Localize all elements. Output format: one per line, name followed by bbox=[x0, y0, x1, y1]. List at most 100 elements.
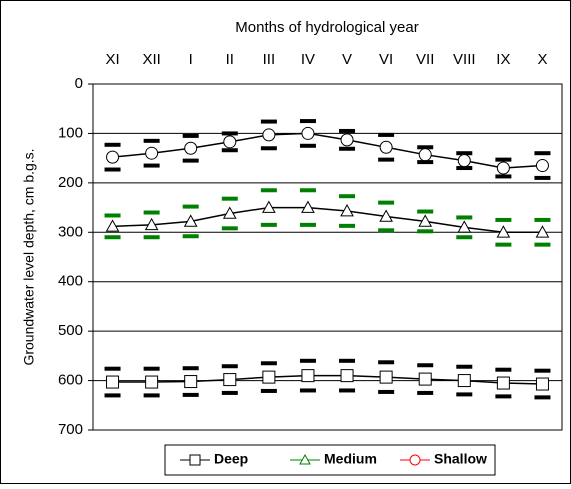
error-bar bbox=[104, 235, 121, 240]
x-tick-label: IX bbox=[496, 51, 510, 68]
point bbox=[262, 370, 276, 384]
error-bar bbox=[104, 366, 121, 371]
point bbox=[106, 150, 120, 164]
error-bar bbox=[182, 133, 199, 138]
point bbox=[222, 206, 237, 219]
error-bar bbox=[221, 226, 238, 231]
legend-marker bbox=[409, 454, 421, 466]
error-bar bbox=[104, 213, 121, 218]
error-bar bbox=[378, 360, 395, 365]
point bbox=[457, 154, 471, 168]
point bbox=[340, 133, 354, 147]
error-bar bbox=[417, 145, 434, 150]
y-axis-label: Groundwater level depth, cm b.g.s. bbox=[21, 148, 37, 365]
error-bar bbox=[495, 367, 512, 372]
error-bar bbox=[378, 228, 395, 233]
point bbox=[496, 376, 510, 390]
error-bar bbox=[534, 217, 551, 222]
error-bar bbox=[299, 119, 316, 124]
point bbox=[340, 369, 354, 383]
legend-label: Medium bbox=[324, 451, 377, 467]
error-bar bbox=[260, 388, 277, 393]
error-bar bbox=[456, 215, 473, 220]
error-bar bbox=[456, 235, 473, 240]
x-tick-label: X bbox=[537, 51, 547, 68]
point bbox=[184, 141, 198, 155]
point bbox=[223, 135, 237, 149]
x-tick-label: III bbox=[263, 51, 276, 68]
error-bar bbox=[221, 364, 238, 369]
y-tick-label: 700 bbox=[58, 421, 83, 438]
x-tick-label: II bbox=[226, 51, 234, 68]
point bbox=[379, 140, 393, 154]
point bbox=[535, 159, 549, 173]
error-bar bbox=[534, 175, 551, 180]
error-bar bbox=[182, 158, 199, 163]
point bbox=[379, 209, 393, 222]
point bbox=[418, 214, 433, 227]
error-bar bbox=[299, 222, 316, 227]
point bbox=[379, 370, 393, 384]
error-bar bbox=[260, 119, 277, 124]
error-bar bbox=[456, 364, 473, 369]
error-bar bbox=[260, 361, 277, 366]
x-tick-label: XII bbox=[142, 51, 160, 68]
error-bar bbox=[495, 394, 512, 399]
x-tick-label: IV bbox=[301, 51, 315, 68]
error-bar bbox=[221, 131, 238, 136]
x-tick-label: XI bbox=[105, 51, 119, 68]
point bbox=[262, 128, 276, 142]
error-bar bbox=[495, 174, 512, 179]
error-bar bbox=[456, 151, 473, 156]
error-bar bbox=[221, 196, 238, 201]
point bbox=[418, 148, 432, 162]
error-bar bbox=[378, 132, 395, 137]
point bbox=[301, 369, 315, 383]
error-bar bbox=[143, 366, 160, 371]
error-bar bbox=[339, 358, 356, 363]
error-bar bbox=[534, 395, 551, 400]
point bbox=[457, 374, 471, 388]
error-bar bbox=[143, 210, 160, 215]
x-tick-label: VI bbox=[379, 51, 393, 68]
error-bar bbox=[143, 138, 160, 143]
error-bar bbox=[417, 229, 434, 234]
error-bar bbox=[339, 388, 356, 393]
y-tick-label: 100 bbox=[58, 124, 83, 141]
legend-box bbox=[164, 444, 496, 476]
point bbox=[183, 214, 198, 227]
error-bar bbox=[182, 234, 199, 239]
error-bar bbox=[534, 242, 551, 247]
error-bar bbox=[417, 390, 434, 395]
error-bar bbox=[378, 157, 395, 162]
y-tick-label: 500 bbox=[58, 322, 83, 339]
chart-title: Months of hydrological year bbox=[235, 19, 418, 36]
point bbox=[106, 375, 120, 389]
point bbox=[340, 204, 354, 217]
error-bar bbox=[299, 143, 316, 148]
error-bar bbox=[182, 366, 199, 371]
y-tick-label: 600 bbox=[58, 372, 83, 389]
legend-marker bbox=[299, 453, 311, 465]
point bbox=[496, 225, 511, 238]
error-bar bbox=[143, 393, 160, 398]
error-bar bbox=[104, 393, 121, 398]
point bbox=[144, 217, 159, 231]
error-bar bbox=[378, 200, 395, 205]
point bbox=[496, 161, 510, 175]
point bbox=[301, 200, 315, 213]
error-bar bbox=[339, 223, 356, 228]
error-bar bbox=[260, 188, 277, 193]
x-tick-label: VIII bbox=[453, 51, 476, 68]
point bbox=[262, 200, 276, 213]
error-bar bbox=[456, 392, 473, 397]
point bbox=[105, 219, 120, 232]
point bbox=[223, 373, 237, 387]
error-bar bbox=[534, 368, 551, 373]
point bbox=[418, 372, 432, 386]
error-bar bbox=[378, 389, 395, 394]
error-bar bbox=[495, 242, 512, 247]
legend-label: Shallow bbox=[434, 451, 487, 467]
